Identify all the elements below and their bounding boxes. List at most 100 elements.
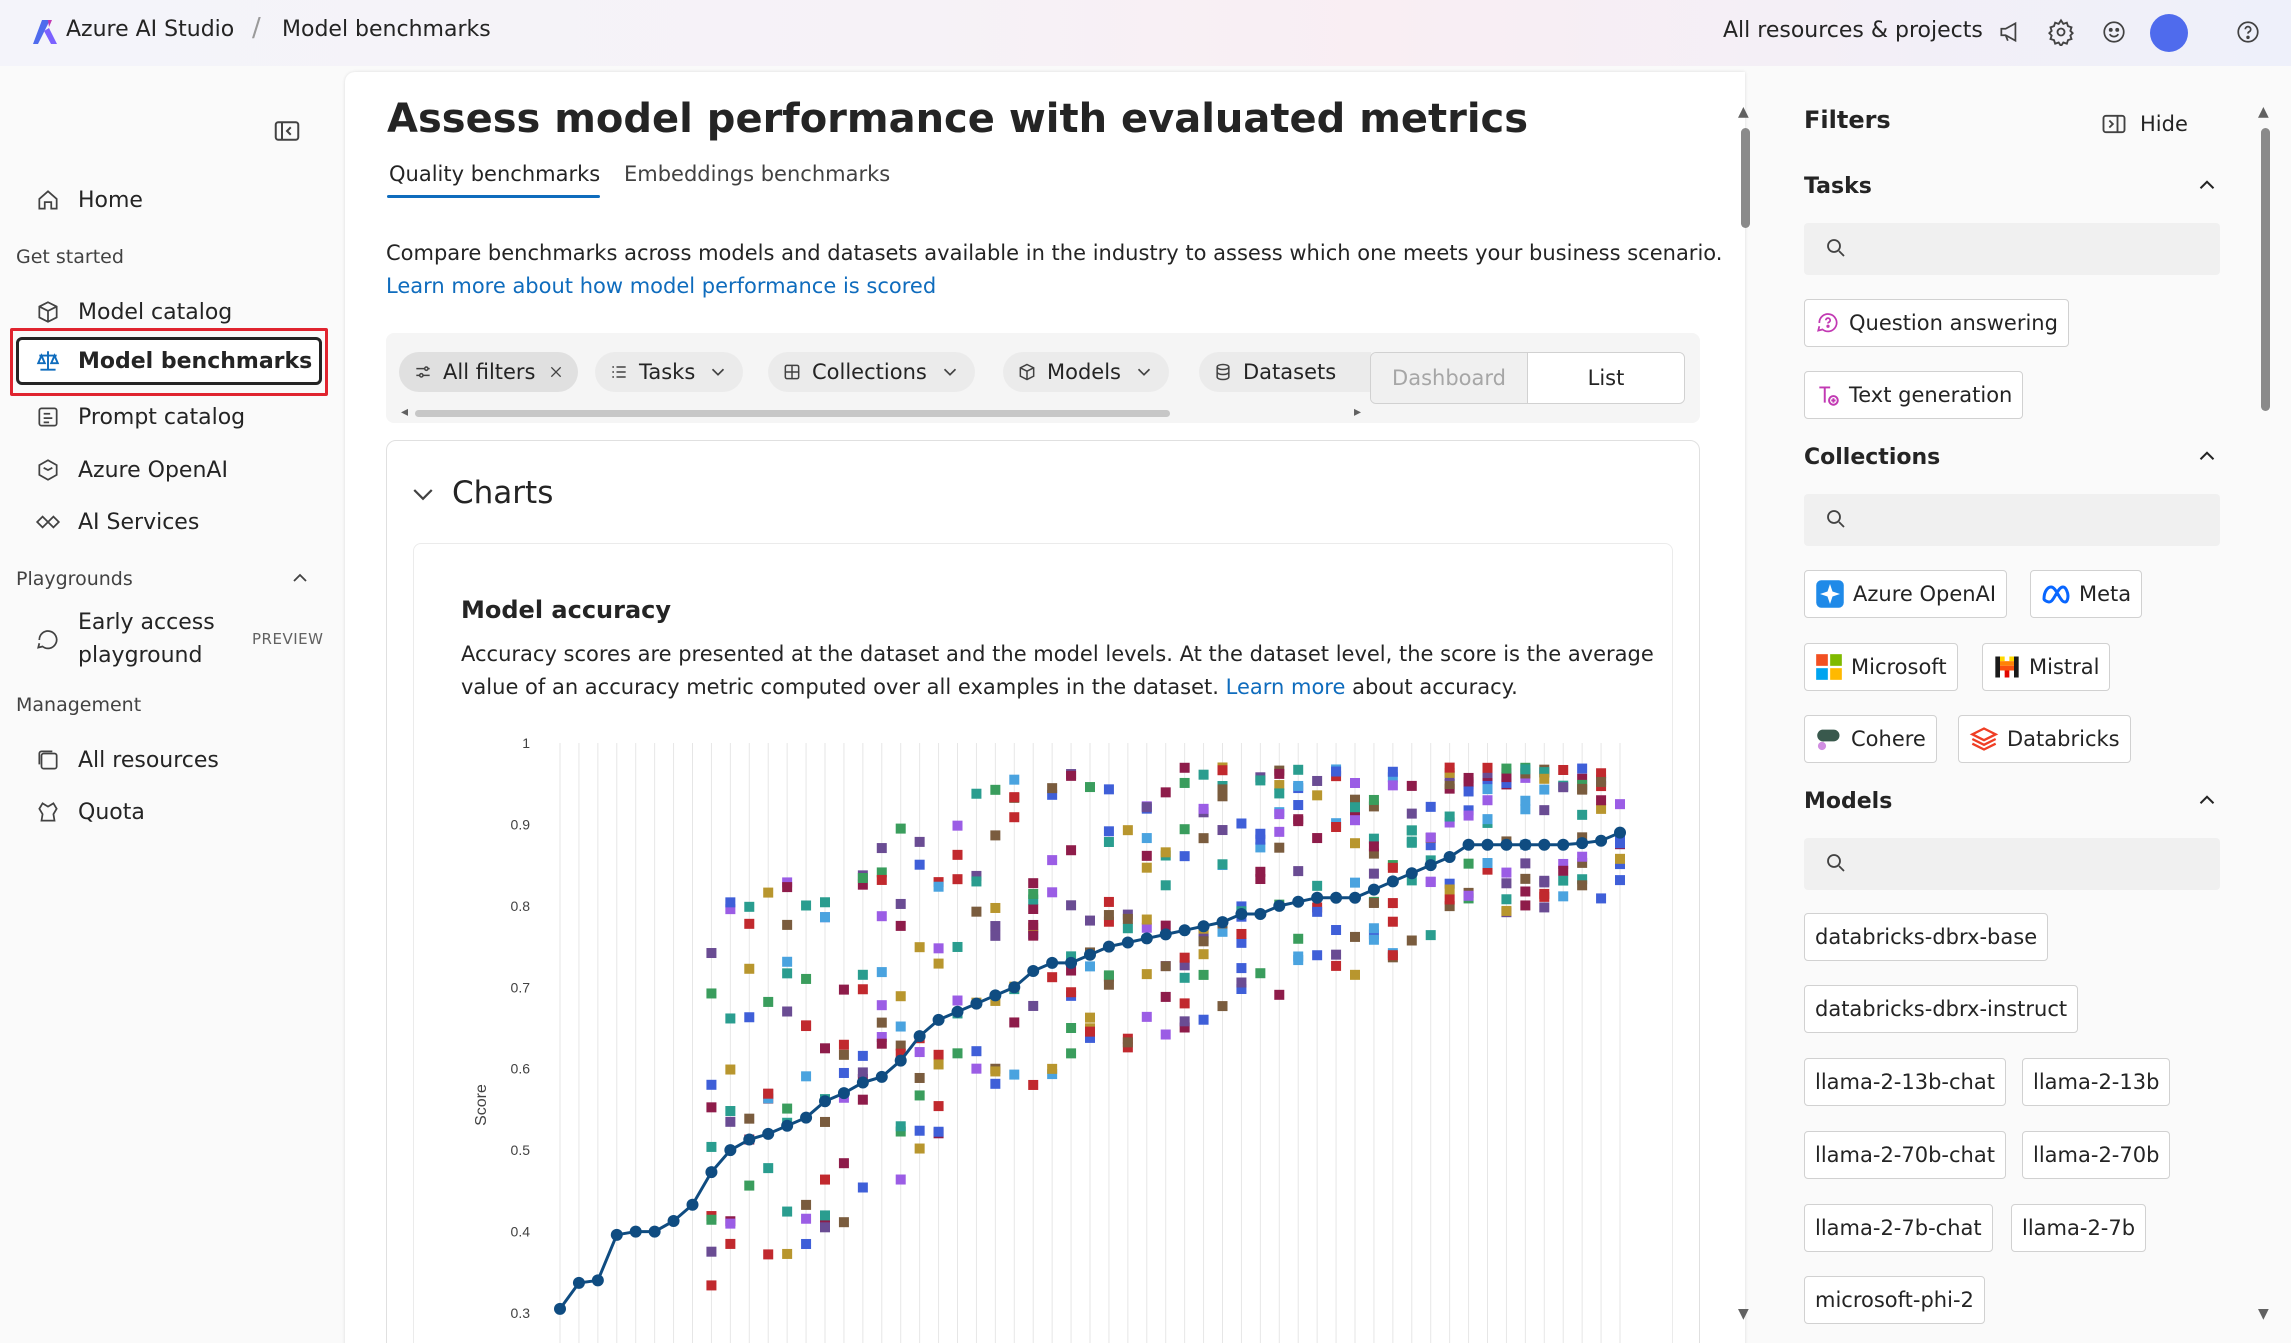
- chevron-up-icon[interactable]: [2194, 172, 2220, 204]
- scatter-marker[interactable]: [763, 1088, 774, 1099]
- scatter-marker[interactable]: [1217, 859, 1228, 870]
- scatter-marker[interactable]: [1009, 792, 1020, 803]
- models-filter-pill[interactable]: Models: [1003, 352, 1169, 392]
- scatter-marker[interactable]: [1236, 984, 1247, 995]
- scatter-marker[interactable]: [1236, 928, 1247, 939]
- scatter-marker[interactable]: [763, 996, 774, 1007]
- scatter-marker[interactable]: [1539, 773, 1550, 784]
- scatter-marker[interactable]: [1350, 969, 1360, 980]
- scatter-marker[interactable]: [1274, 989, 1285, 1000]
- line-point[interactable]: [856, 1076, 869, 1089]
- scatter-marker[interactable]: [801, 1071, 812, 1082]
- scatter-marker[interactable]: [1312, 775, 1323, 786]
- scatter-marker[interactable]: [1103, 970, 1114, 981]
- model-chip[interactable]: llama-2-7b-chat: [1804, 1204, 1993, 1252]
- model-chip[interactable]: microsoft-phi-2: [1804, 1276, 1985, 1324]
- model-chip[interactable]: llama-2-7b: [2011, 1204, 2147, 1252]
- scatter-marker[interactable]: [1179, 1016, 1190, 1027]
- scatter-marker[interactable]: [1047, 783, 1058, 794]
- scatter-marker[interactable]: [782, 1103, 793, 1114]
- collection-chip-microsoft[interactable]: Microsoft: [1804, 643, 1958, 691]
- line-point[interactable]: [1216, 916, 1229, 929]
- scatter-marker[interactable]: [1179, 972, 1190, 983]
- scatter-marker[interactable]: [857, 879, 868, 890]
- scatter-marker[interactable]: [1615, 859, 1625, 870]
- scatter-marker[interactable]: [1463, 810, 1474, 821]
- scatter-marker[interactable]: [914, 1072, 925, 1083]
- scatter-marker[interactable]: [1085, 782, 1095, 793]
- scatter-marker[interactable]: [1539, 767, 1550, 778]
- scatter-marker[interactable]: [1312, 880, 1323, 891]
- scatter-marker[interactable]: [1577, 880, 1588, 891]
- sidebar-item-prompt-catalog[interactable]: Prompt catalog: [16, 393, 322, 441]
- scatter-marker[interactable]: [1444, 817, 1455, 828]
- line-point[interactable]: [932, 1013, 945, 1026]
- scatter-marker[interactable]: [1387, 780, 1398, 791]
- model-chip[interactable]: databricks-dbrx-instruct: [1804, 985, 2079, 1033]
- scatter-marker[interactable]: [744, 901, 755, 912]
- scatter-marker[interactable]: [1368, 929, 1379, 940]
- scatter-marker[interactable]: [914, 1090, 925, 1101]
- chevron-up-icon[interactable]: [2194, 787, 2220, 819]
- model-chip[interactable]: databricks-dbrx-base: [1804, 913, 2049, 961]
- scatter-marker[interactable]: [1539, 902, 1550, 913]
- line-point[interactable]: [989, 989, 1002, 1002]
- scroll-up-arrow[interactable]: ▲: [1738, 104, 1749, 120]
- scatter-marker[interactable]: [857, 1067, 868, 1078]
- scatter-marker[interactable]: [1577, 763, 1588, 774]
- scatter-marker[interactable]: [744, 918, 755, 929]
- collection-chip-databricks[interactable]: Databricks: [1958, 715, 2131, 763]
- scatter-marker[interactable]: [1255, 866, 1266, 877]
- charts-heading[interactable]: Charts: [452, 475, 554, 511]
- scatter-marker[interactable]: [838, 984, 849, 995]
- scatter-marker[interactable]: [725, 897, 736, 908]
- scatter-marker[interactable]: [1085, 1032, 1095, 1043]
- scatter-marker[interactable]: [1444, 767, 1455, 778]
- scatter-marker[interactable]: [838, 1217, 849, 1228]
- scatter-marker[interactable]: [876, 1038, 887, 1049]
- scatter-marker[interactable]: [914, 942, 925, 953]
- line-point[interactable]: [1254, 908, 1267, 920]
- scatter-marker[interactable]: [744, 1012, 755, 1023]
- scatter-marker[interactable]: [706, 1141, 717, 1152]
- scatter-marker[interactable]: [971, 1063, 982, 1074]
- scatter-marker[interactable]: [1198, 936, 1209, 947]
- scatter-marker[interactable]: [1406, 808, 1417, 819]
- scatter-marker[interactable]: [1009, 1017, 1020, 1028]
- scatter-marker[interactable]: [1141, 914, 1152, 925]
- scatter-marker[interactable]: [1350, 815, 1360, 826]
- scatter-marker[interactable]: [1217, 784, 1228, 795]
- scatter-marker[interactable]: [1350, 777, 1360, 788]
- scatter-marker[interactable]: [1047, 855, 1058, 866]
- scatter-marker[interactable]: [1444, 779, 1455, 790]
- scatter-marker[interactable]: [1198, 969, 1209, 980]
- scatter-marker[interactable]: [1387, 772, 1398, 783]
- scatter-marker[interactable]: [971, 906, 982, 917]
- scatter-marker[interactable]: [952, 995, 963, 1006]
- scatter-marker[interactable]: [895, 1040, 906, 1051]
- scatter-marker[interactable]: [1028, 878, 1039, 889]
- scatter-marker[interactable]: [1596, 795, 1607, 806]
- scatter-marker[interactable]: [1501, 777, 1512, 788]
- scatter-marker[interactable]: [1482, 864, 1493, 875]
- scatter-marker[interactable]: [1179, 960, 1190, 971]
- announcement-icon[interactable]: [1993, 15, 2027, 49]
- scatter-marker[interactable]: [1103, 836, 1114, 847]
- line-point[interactable]: [1614, 826, 1626, 839]
- scatter-marker[interactable]: [1539, 875, 1550, 886]
- scatter-marker[interactable]: [895, 1121, 906, 1132]
- scatter-marker[interactable]: [1444, 762, 1455, 773]
- scatter-marker[interactable]: [1066, 951, 1077, 962]
- scatter-marker[interactable]: [933, 1059, 944, 1070]
- scatter-marker[interactable]: [782, 919, 793, 930]
- sidebar-item-model-catalog[interactable]: Model catalog: [16, 288, 322, 336]
- scatter-marker[interactable]: [782, 968, 793, 979]
- scatter-marker[interactable]: [1236, 977, 1247, 988]
- scatter-marker[interactable]: [706, 1102, 717, 1113]
- scatter-marker[interactable]: [876, 1000, 887, 1011]
- scatter-marker[interactable]: [1198, 769, 1209, 780]
- scatter-marker[interactable]: [1179, 1022, 1190, 1033]
- scatter-marker[interactable]: [1255, 874, 1266, 885]
- scatter-marker[interactable]: [1444, 811, 1455, 822]
- scatter-marker[interactable]: [1482, 795, 1493, 806]
